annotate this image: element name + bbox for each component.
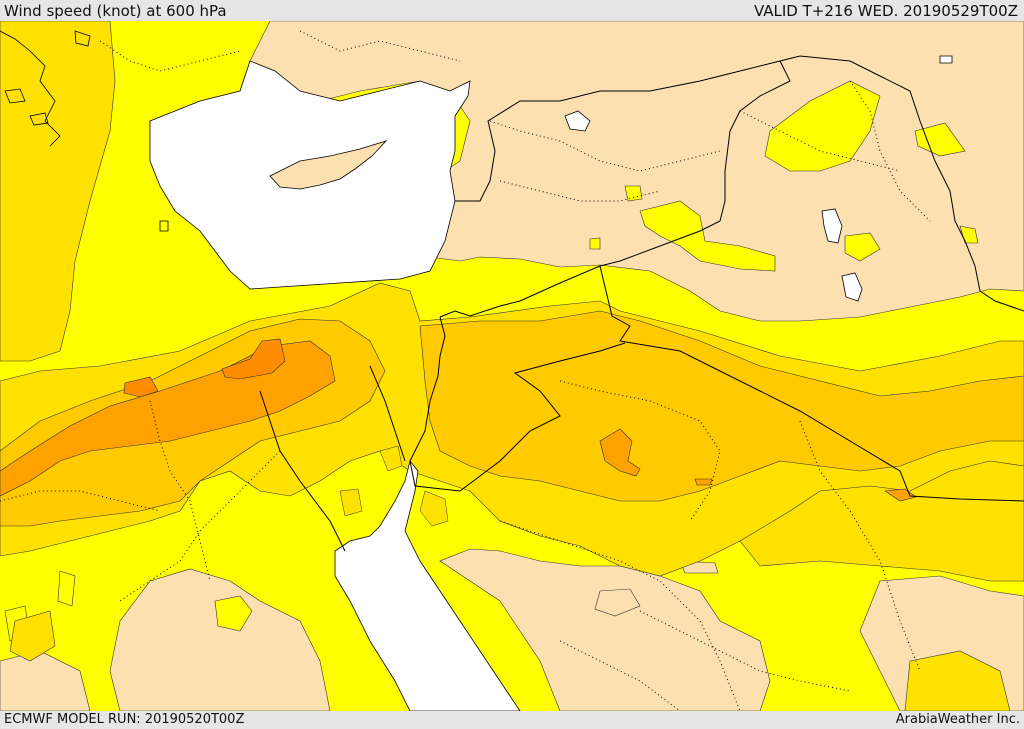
band-5-areas <box>123 338 286 398</box>
internal-boundaries <box>0 30 931 711</box>
valid-time: VALID T+216 WED. 20190529T00Z <box>753 2 1018 20</box>
model-run: ECMWF MODEL RUN: 20190520T00Z <box>4 712 245 727</box>
sinai-patches <box>339 445 449 527</box>
aegean-coast <box>0 30 169 232</box>
cyprus-island <box>269 140 388 190</box>
map-footer: ECMWF MODEL RUN: 20190520T00Z ArabiaWeat… <box>0 711 1024 729</box>
map-header: Wind speed (knot) at 600 hPa VALID T+216… <box>0 0 1024 21</box>
credit: ArabiaWeather Inc. <box>895 712 1020 727</box>
map-title: Wind speed (knot) at 600 hPa <box>4 2 227 20</box>
wind-speed-map <box>0 21 1024 711</box>
band-1-patches <box>4 80 979 642</box>
band-4-areas <box>0 340 917 502</box>
